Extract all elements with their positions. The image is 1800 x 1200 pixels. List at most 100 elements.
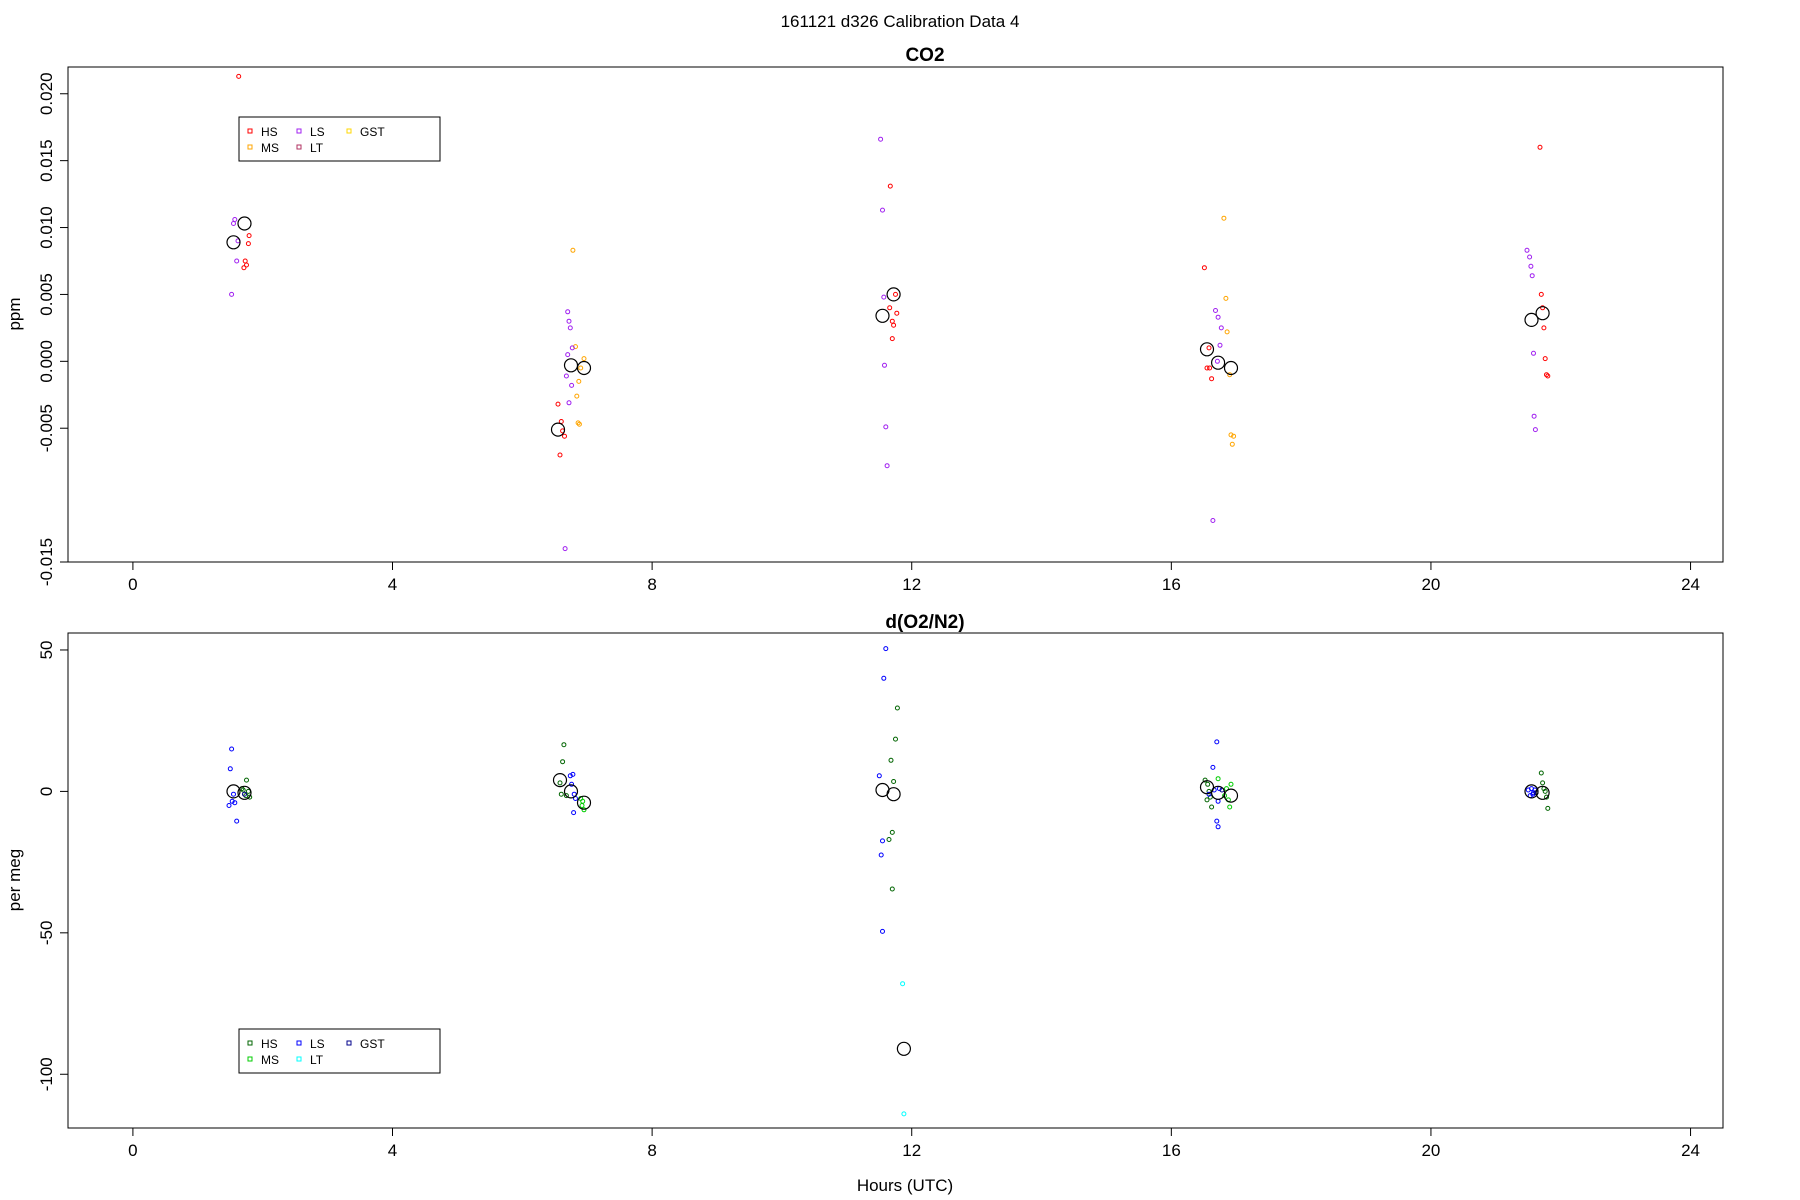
o2n2-legend: HS MS LS LT GST <box>238 1028 441 1074</box>
o2n2-point-ls <box>569 781 575 787</box>
o2n2-mean-point <box>563 784 579 799</box>
co2-legend-ls-label: LS <box>310 125 325 139</box>
o2n2-point-hs <box>894 705 900 711</box>
o2n2-x-tick-label: 24 <box>1681 1141 1700 1160</box>
co2-point-ls <box>567 325 573 331</box>
o2n2-legend-ls-label: LS <box>310 1037 325 1051</box>
o2n2-point-ms <box>1215 776 1221 782</box>
co2-point-hs <box>1538 291 1544 297</box>
co2-legend-gst: GST <box>346 125 385 139</box>
o2n2-mean-point <box>237 785 252 800</box>
co2-point-hs <box>887 183 893 189</box>
o2n2-legend-ls-marker <box>296 1040 302 1046</box>
o2n2-x-tick-label: 8 <box>647 1141 656 1160</box>
co2-panel: CO2 ppm 0 4 8 12 16 20 24 -0.015 -0.005 0.000 0.00… <box>5 45 1724 594</box>
co2-point-ls <box>566 400 572 406</box>
co2-mean-point <box>1524 312 1539 327</box>
o2n2-mean-point <box>1210 785 1226 800</box>
co2-point-ls <box>880 207 885 213</box>
co2-legend-lt: LT <box>296 141 324 155</box>
co2-y-tick-label: 0.020 <box>37 72 56 115</box>
o2n2-mean-point <box>576 795 592 810</box>
o2n2-point-ls <box>876 773 882 779</box>
o2n2-point-ms <box>1227 804 1233 810</box>
co2-point-ls <box>881 294 887 300</box>
o2n2-point-ms <box>580 798 586 804</box>
co2-point-hs <box>555 401 561 407</box>
o2n2-mean-point <box>226 784 241 799</box>
o2n2-point-ls <box>1215 824 1221 830</box>
co2-x-tick-label: 8 <box>647 575 656 594</box>
o2n2-x-tick-label: 0 <box>128 1141 137 1160</box>
co2-point-ls <box>1214 358 1220 364</box>
o2n2-point-hs <box>1205 781 1211 787</box>
co2-legend-gst-marker <box>346 128 352 134</box>
co2-mean-point <box>875 308 890 323</box>
co2-point-ls <box>1532 427 1538 433</box>
co2-point-ls <box>1210 518 1216 523</box>
co2-point-hs <box>1540 305 1546 311</box>
o2n2-point-hs <box>1202 777 1208 783</box>
o2n2-point-hs <box>893 736 898 742</box>
o2n2-point-ms <box>581 807 587 813</box>
co2-mean-point <box>1535 306 1550 321</box>
o2n2-y-tick-label: 50 <box>37 641 56 660</box>
o2n2-point-hs <box>1545 805 1551 811</box>
co2-point-hs <box>1537 144 1543 150</box>
co2-point-ms <box>1228 432 1234 438</box>
co2-point-ls <box>1524 247 1530 253</box>
o2n2-point-ls <box>883 646 889 652</box>
co2-point-ls <box>569 382 575 388</box>
o2n2-point-lt <box>901 1111 907 1117</box>
o2n2-legend-gst-label: GST <box>360 1037 385 1051</box>
co2-point-hs <box>894 310 900 316</box>
co2-point-ls <box>884 463 890 469</box>
co2-point-ls <box>882 362 887 368</box>
o2n2-point-hs <box>244 777 249 783</box>
o2n2-point-ls <box>571 810 577 816</box>
co2-mean-point <box>226 235 241 250</box>
o2n2-legend-gst: GST <box>346 1037 385 1051</box>
co2-point-ms <box>1229 441 1235 447</box>
o2n2-point-hs <box>1540 780 1546 786</box>
co2-point-hs <box>236 73 242 79</box>
co2-point-ls <box>1213 308 1218 313</box>
o2n2-ylabel: per meg <box>5 849 24 911</box>
co2-point-hs <box>887 305 893 311</box>
co2-mean-point <box>886 287 901 302</box>
o2n2-point-ls <box>1214 739 1220 745</box>
co2-point-hs <box>1207 365 1213 371</box>
o2n2-legend-box <box>238 1028 441 1074</box>
o2n2-mean-point <box>1535 785 1550 800</box>
co2-y-tick-label: 0.005 <box>37 273 56 316</box>
co2-point-ms <box>575 420 581 426</box>
co2-point-ls <box>231 221 236 226</box>
co2-point-hs <box>241 265 247 271</box>
co2-point-ms <box>1223 295 1229 301</box>
o2n2-point-hs <box>558 791 564 797</box>
co2-y-tick-label: 0.010 <box>37 206 56 249</box>
co2-point-ls <box>1215 314 1221 320</box>
co2-legend-hs-marker <box>247 128 253 134</box>
co2-point-hs <box>242 258 248 264</box>
o2n2-points <box>226 646 1551 1117</box>
o2n2-point-hs <box>888 757 894 763</box>
co2-point-ls <box>1529 273 1535 279</box>
co2-point-hs <box>1545 373 1551 379</box>
o2n2-legend-hs-label: HS <box>261 1037 278 1051</box>
o2n2-point-hs <box>563 793 569 799</box>
o2n2-legend-lt-label: LT <box>310 1053 324 1067</box>
co2-point-ms <box>578 365 584 371</box>
co2-legend-box <box>238 116 441 162</box>
co2-x-tick-label: 24 <box>1681 575 1700 594</box>
o2n2-point-ls <box>231 791 236 797</box>
co2-point-ls <box>562 546 568 552</box>
co2-point-ls <box>1531 350 1536 356</box>
co2-x-tick-label: 12 <box>902 575 921 594</box>
o2n2-point-hs <box>1204 797 1210 803</box>
co2-point-hs <box>246 233 252 239</box>
o2n2-point-hs <box>247 794 253 800</box>
co2-x-tick-label: 4 <box>388 575 397 594</box>
co2-y-tick-label: -0.015 <box>37 538 56 586</box>
o2n2-legend-hs: HS <box>247 1037 278 1051</box>
